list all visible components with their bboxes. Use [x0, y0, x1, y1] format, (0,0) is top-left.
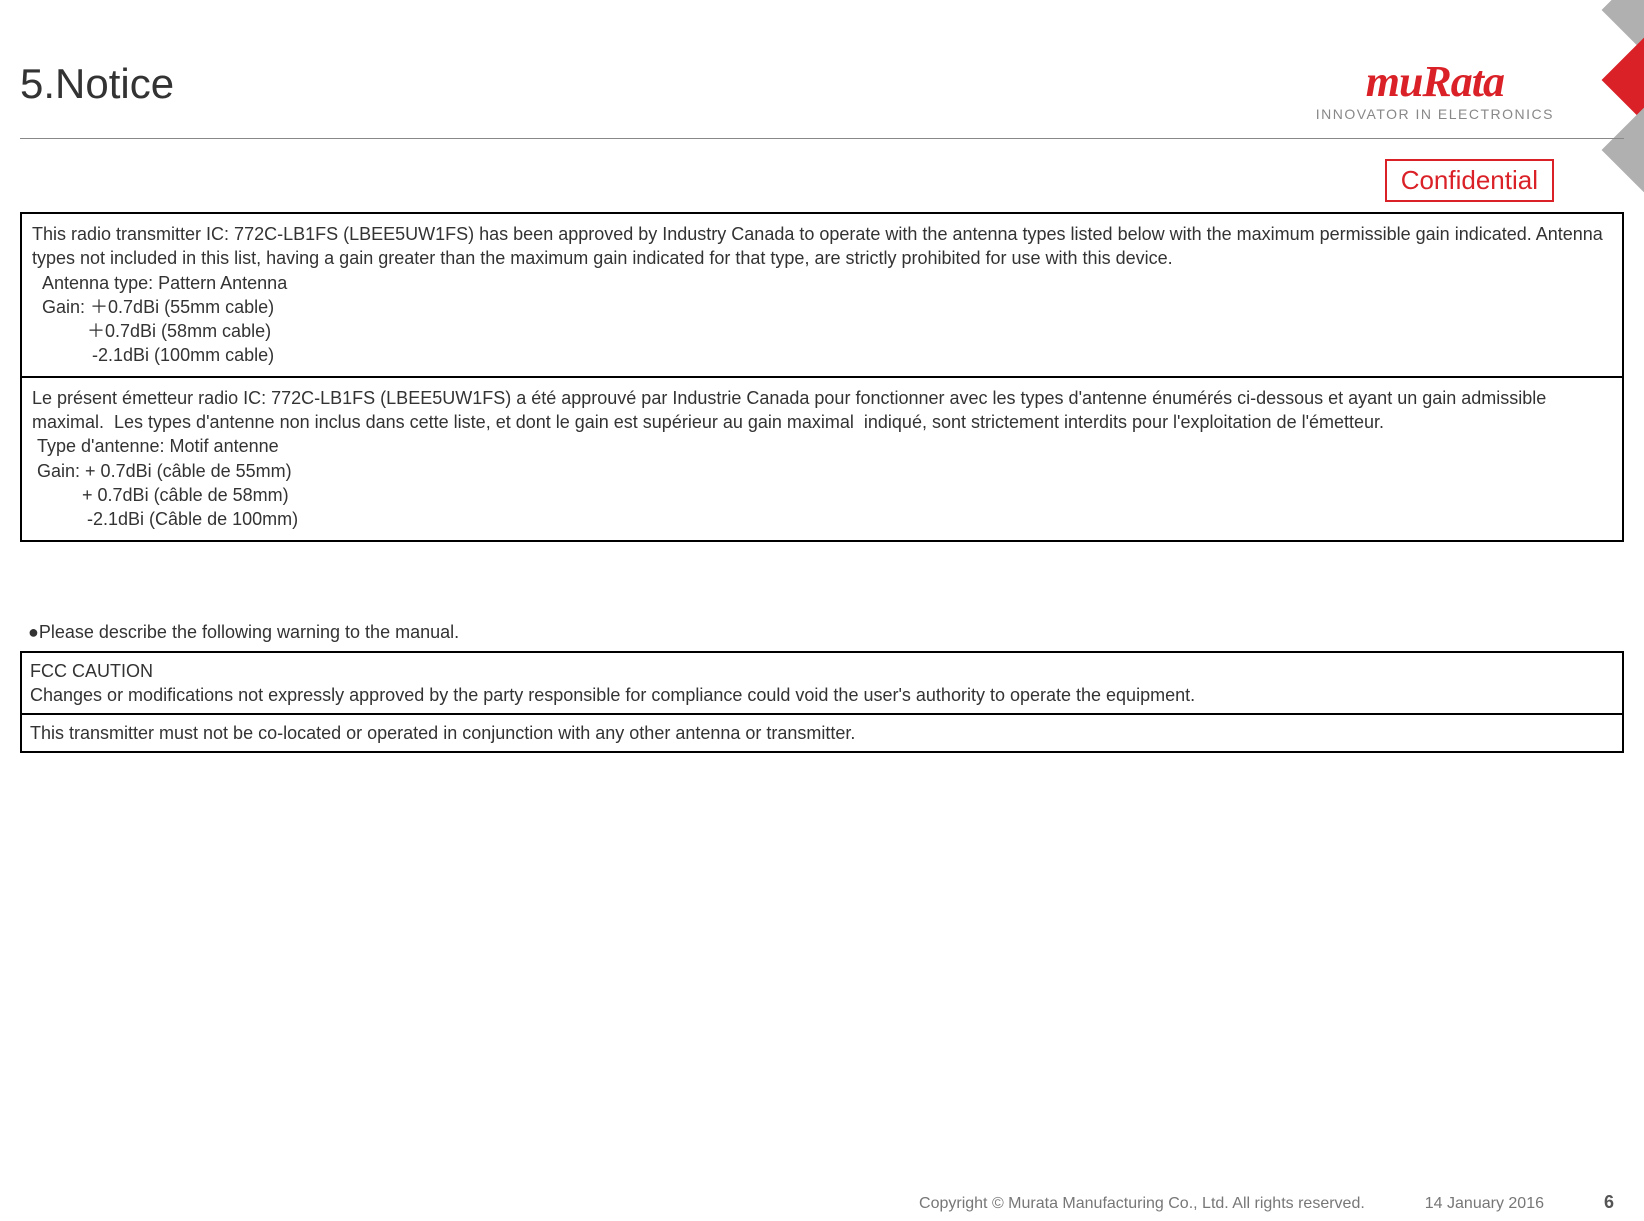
footer-copyright: Copyright © Murata Manufacturing Co., Lt…	[919, 1195, 1365, 1213]
warning-section-fcc: FCC CAUTION Changes or modifications not…	[22, 653, 1622, 714]
notice-section-english: This radio transmitter IC: 772C-LB1FS (L…	[22, 214, 1622, 376]
notice-box: This radio transmitter IC: 772C-LB1FS (L…	[20, 212, 1624, 542]
title-divider	[20, 138, 1624, 139]
logo-block: muRata INNOVATOR IN ELECTRONICS	[1316, 60, 1554, 122]
logo-tagline: INNOVATOR IN ELECTRONICS	[1316, 106, 1554, 122]
warning-section-colocate: This transmitter must not be co-located …	[22, 713, 1622, 751]
footer-date: 14 January 2016	[1425, 1195, 1544, 1213]
logo-text: muRata	[1316, 60, 1554, 104]
footer: Copyright © Murata Manufacturing Co., Lt…	[0, 1192, 1644, 1213]
footer-page-number: 6	[1604, 1192, 1614, 1213]
confidential-badge: Confidential	[1385, 159, 1554, 202]
warning-heading: ●Please describe the following warning t…	[28, 622, 1624, 643]
notice-section-french: Le présent émetteur radio IC: 772C-LB1FS…	[22, 376, 1622, 540]
warning-box: FCC CAUTION Changes or modifications not…	[20, 651, 1624, 754]
confidential-row: Confidential	[20, 159, 1624, 212]
header: muRata INNOVATOR IN ELECTRONICS 5.Notice…	[0, 0, 1644, 212]
content: This radio transmitter IC: 772C-LB1FS (L…	[0, 212, 1644, 753]
